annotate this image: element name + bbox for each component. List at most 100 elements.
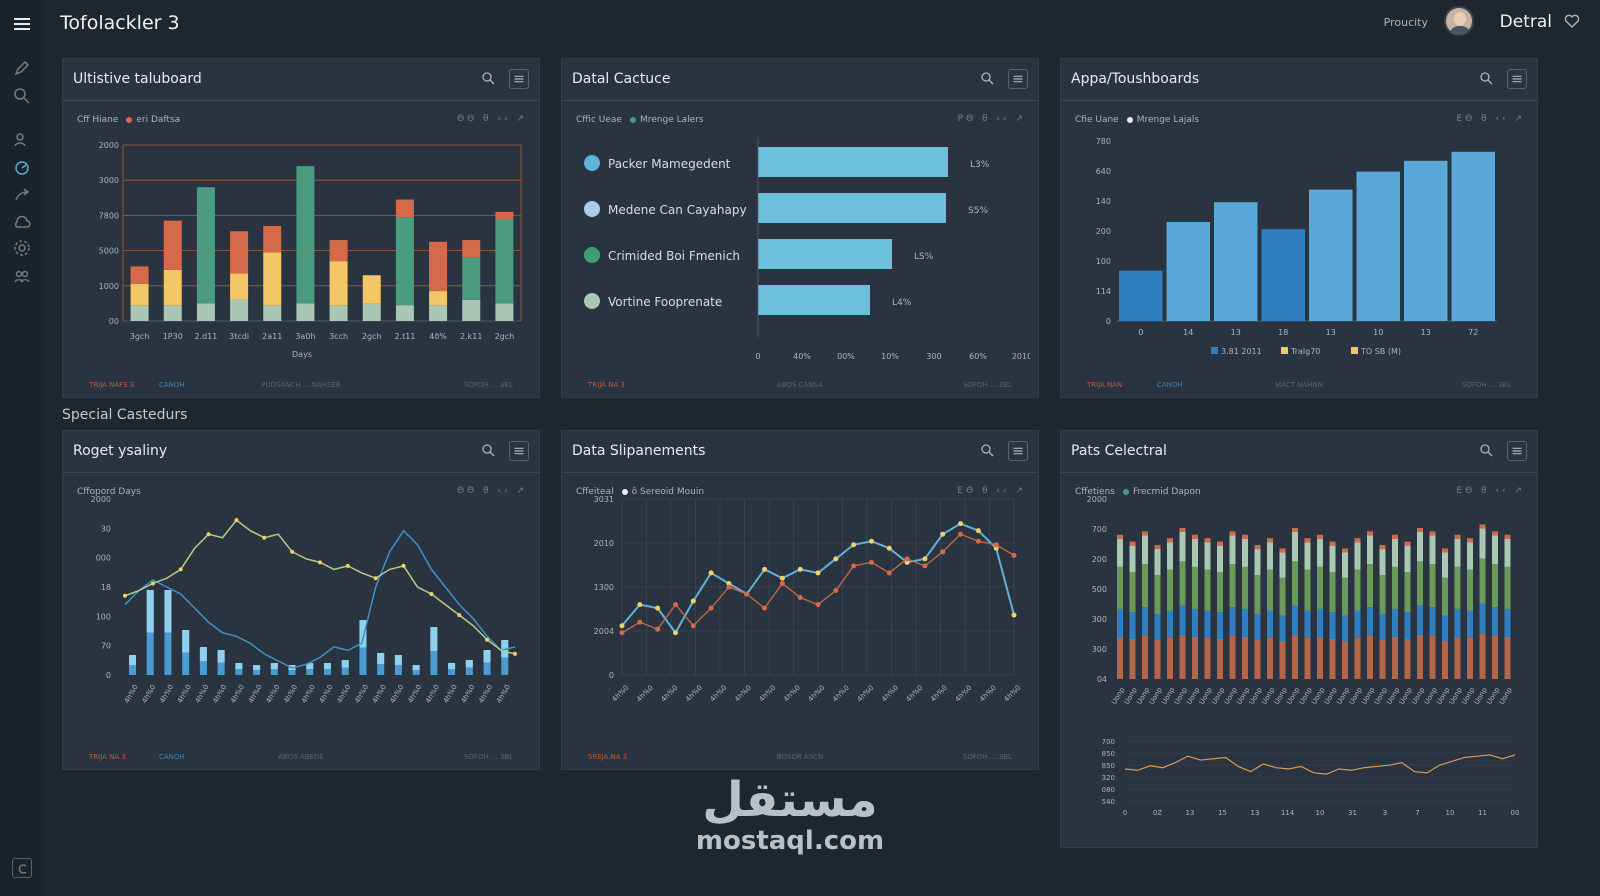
line-point[interactable] — [672, 602, 678, 608]
bar-segment[interactable] — [1354, 637, 1361, 679]
bar-segment[interactable] — [1142, 535, 1148, 565]
bar-segment[interactable] — [1154, 575, 1161, 615]
bar-segment[interactable] — [1254, 614, 1261, 641]
line-point[interactable] — [779, 580, 785, 586]
panel-menu-icon[interactable] — [509, 441, 529, 461]
bar-segment[interactable] — [1179, 531, 1186, 562]
line-point[interactable] — [833, 556, 839, 562]
bar-segment[interactable] — [163, 269, 182, 306]
line-point[interactable] — [619, 630, 625, 636]
line-point[interactable] — [762, 605, 768, 611]
bar-segment[interactable] — [1117, 608, 1123, 637]
bar-segment[interactable] — [263, 252, 282, 306]
bar-segment[interactable] — [429, 291, 448, 306]
bar-segment[interactable] — [1167, 610, 1173, 638]
bar-segment[interactable] — [1154, 614, 1161, 641]
dashboard-icon[interactable] — [12, 158, 32, 178]
bar-segment[interactable] — [1479, 603, 1486, 634]
bar-segment[interactable] — [196, 303, 215, 321]
bar-segment[interactable] — [1242, 538, 1248, 567]
bar-segment[interactable] — [1167, 569, 1173, 611]
line-point[interactable] — [655, 626, 661, 632]
bar-segment[interactable] — [362, 275, 381, 304]
line-point[interactable] — [1011, 612, 1017, 618]
menu-icon[interactable] — [12, 14, 32, 34]
bar-segment[interactable] — [1317, 636, 1323, 679]
bar[interactable] — [1451, 151, 1496, 321]
bar-segment[interactable] — [1292, 561, 1298, 606]
line-point[interactable] — [708, 605, 714, 611]
bar[interactable] — [1119, 270, 1163, 321]
bar-segment[interactable] — [1254, 549, 1261, 576]
cloud-icon[interactable] — [12, 212, 32, 232]
bar-segment[interactable] — [1267, 542, 1273, 570]
bar-segment[interactable] — [1179, 634, 1186, 679]
bar-segment[interactable] — [1367, 635, 1373, 679]
line-point[interactable] — [513, 651, 517, 656]
bar-segment[interactable] — [1179, 561, 1186, 606]
bar-segment[interactable] — [1217, 612, 1223, 639]
team-icon[interactable] — [12, 266, 32, 286]
bar-segment[interactable] — [1329, 612, 1336, 639]
bar-segment[interactable] — [1242, 636, 1248, 679]
avatar[interactable] — [1444, 6, 1474, 36]
bar-segment[interactable] — [1267, 569, 1273, 611]
bar-segment[interactable] — [1142, 564, 1148, 608]
bar-segment[interactable] — [263, 225, 282, 253]
bar[interactable] — [1261, 229, 1306, 321]
bar-segment[interactable] — [1379, 575, 1386, 615]
pin-icon[interactable] — [980, 443, 994, 457]
panel-tools[interactable]: EΘ θ ‹‹ ↗ — [957, 486, 1026, 496]
bar-segment[interactable] — [1154, 549, 1161, 576]
bar-segment[interactable] — [1204, 637, 1211, 679]
top-label[interactable]: Proucity — [1383, 16, 1428, 29]
bar-segment[interactable] — [1417, 561, 1423, 606]
bar[interactable] — [1309, 189, 1353, 321]
bar-segment[interactable] — [1342, 641, 1348, 679]
bar-segment[interactable] — [1442, 615, 1448, 642]
line-point[interactable] — [726, 580, 732, 586]
bar-segment[interactable] — [1404, 638, 1411, 679]
line-point[interactable] — [290, 549, 295, 554]
bar-segment[interactable] — [1229, 535, 1236, 565]
pin-icon[interactable] — [1479, 71, 1493, 85]
line-point[interactable] — [851, 542, 857, 548]
line-point[interactable] — [234, 518, 239, 523]
pin-icon[interactable] — [481, 71, 495, 85]
bar-segment[interactable] — [1342, 552, 1348, 578]
bar-segment[interactable] — [1342, 577, 1348, 616]
line-point[interactable] — [993, 545, 999, 551]
panel-tools[interactable]: EΘ θ ‹‹ ↗ — [1456, 114, 1525, 124]
line-point[interactable] — [975, 528, 981, 534]
bar-segment[interactable] — [1292, 605, 1298, 635]
bar-segment[interactable] — [1404, 572, 1411, 613]
bar-segment[interactable] — [395, 305, 414, 321]
bar-segment[interactable] — [1492, 564, 1498, 608]
line-point[interactable] — [797, 566, 803, 572]
bar-segment[interactable] — [1217, 638, 1223, 679]
bar-segment[interactable] — [1204, 610, 1211, 638]
bar-segment[interactable] — [1229, 635, 1236, 679]
bar-segment[interactable] — [230, 231, 249, 274]
line-point[interactable] — [868, 538, 874, 544]
line-point[interactable] — [206, 532, 211, 537]
pen-icon[interactable] — [12, 58, 32, 78]
bar-segment[interactable] — [1204, 569, 1211, 611]
search-icon[interactable] — [481, 443, 495, 457]
line-point[interactable] — [318, 560, 322, 565]
bar-segment[interactable] — [1267, 610, 1273, 638]
bar-segment[interactable] — [1492, 607, 1498, 636]
panel-menu-icon[interactable] — [1507, 441, 1527, 461]
bar-segment[interactable] — [1129, 638, 1136, 679]
bar-segment[interactable] — [1504, 566, 1511, 609]
bar-segment[interactable] — [1429, 535, 1436, 565]
line-point[interactable] — [744, 591, 750, 597]
bar[interactable] — [758, 239, 892, 269]
share-icon[interactable] — [12, 186, 32, 206]
search-icon[interactable] — [980, 71, 994, 85]
bar[interactable] — [758, 193, 946, 223]
bar-segment[interactable] — [1467, 610, 1473, 638]
bar-segment[interactable] — [1329, 572, 1336, 613]
bar-segment[interactable] — [1392, 538, 1398, 567]
bar-segment[interactable] — [163, 220, 182, 270]
